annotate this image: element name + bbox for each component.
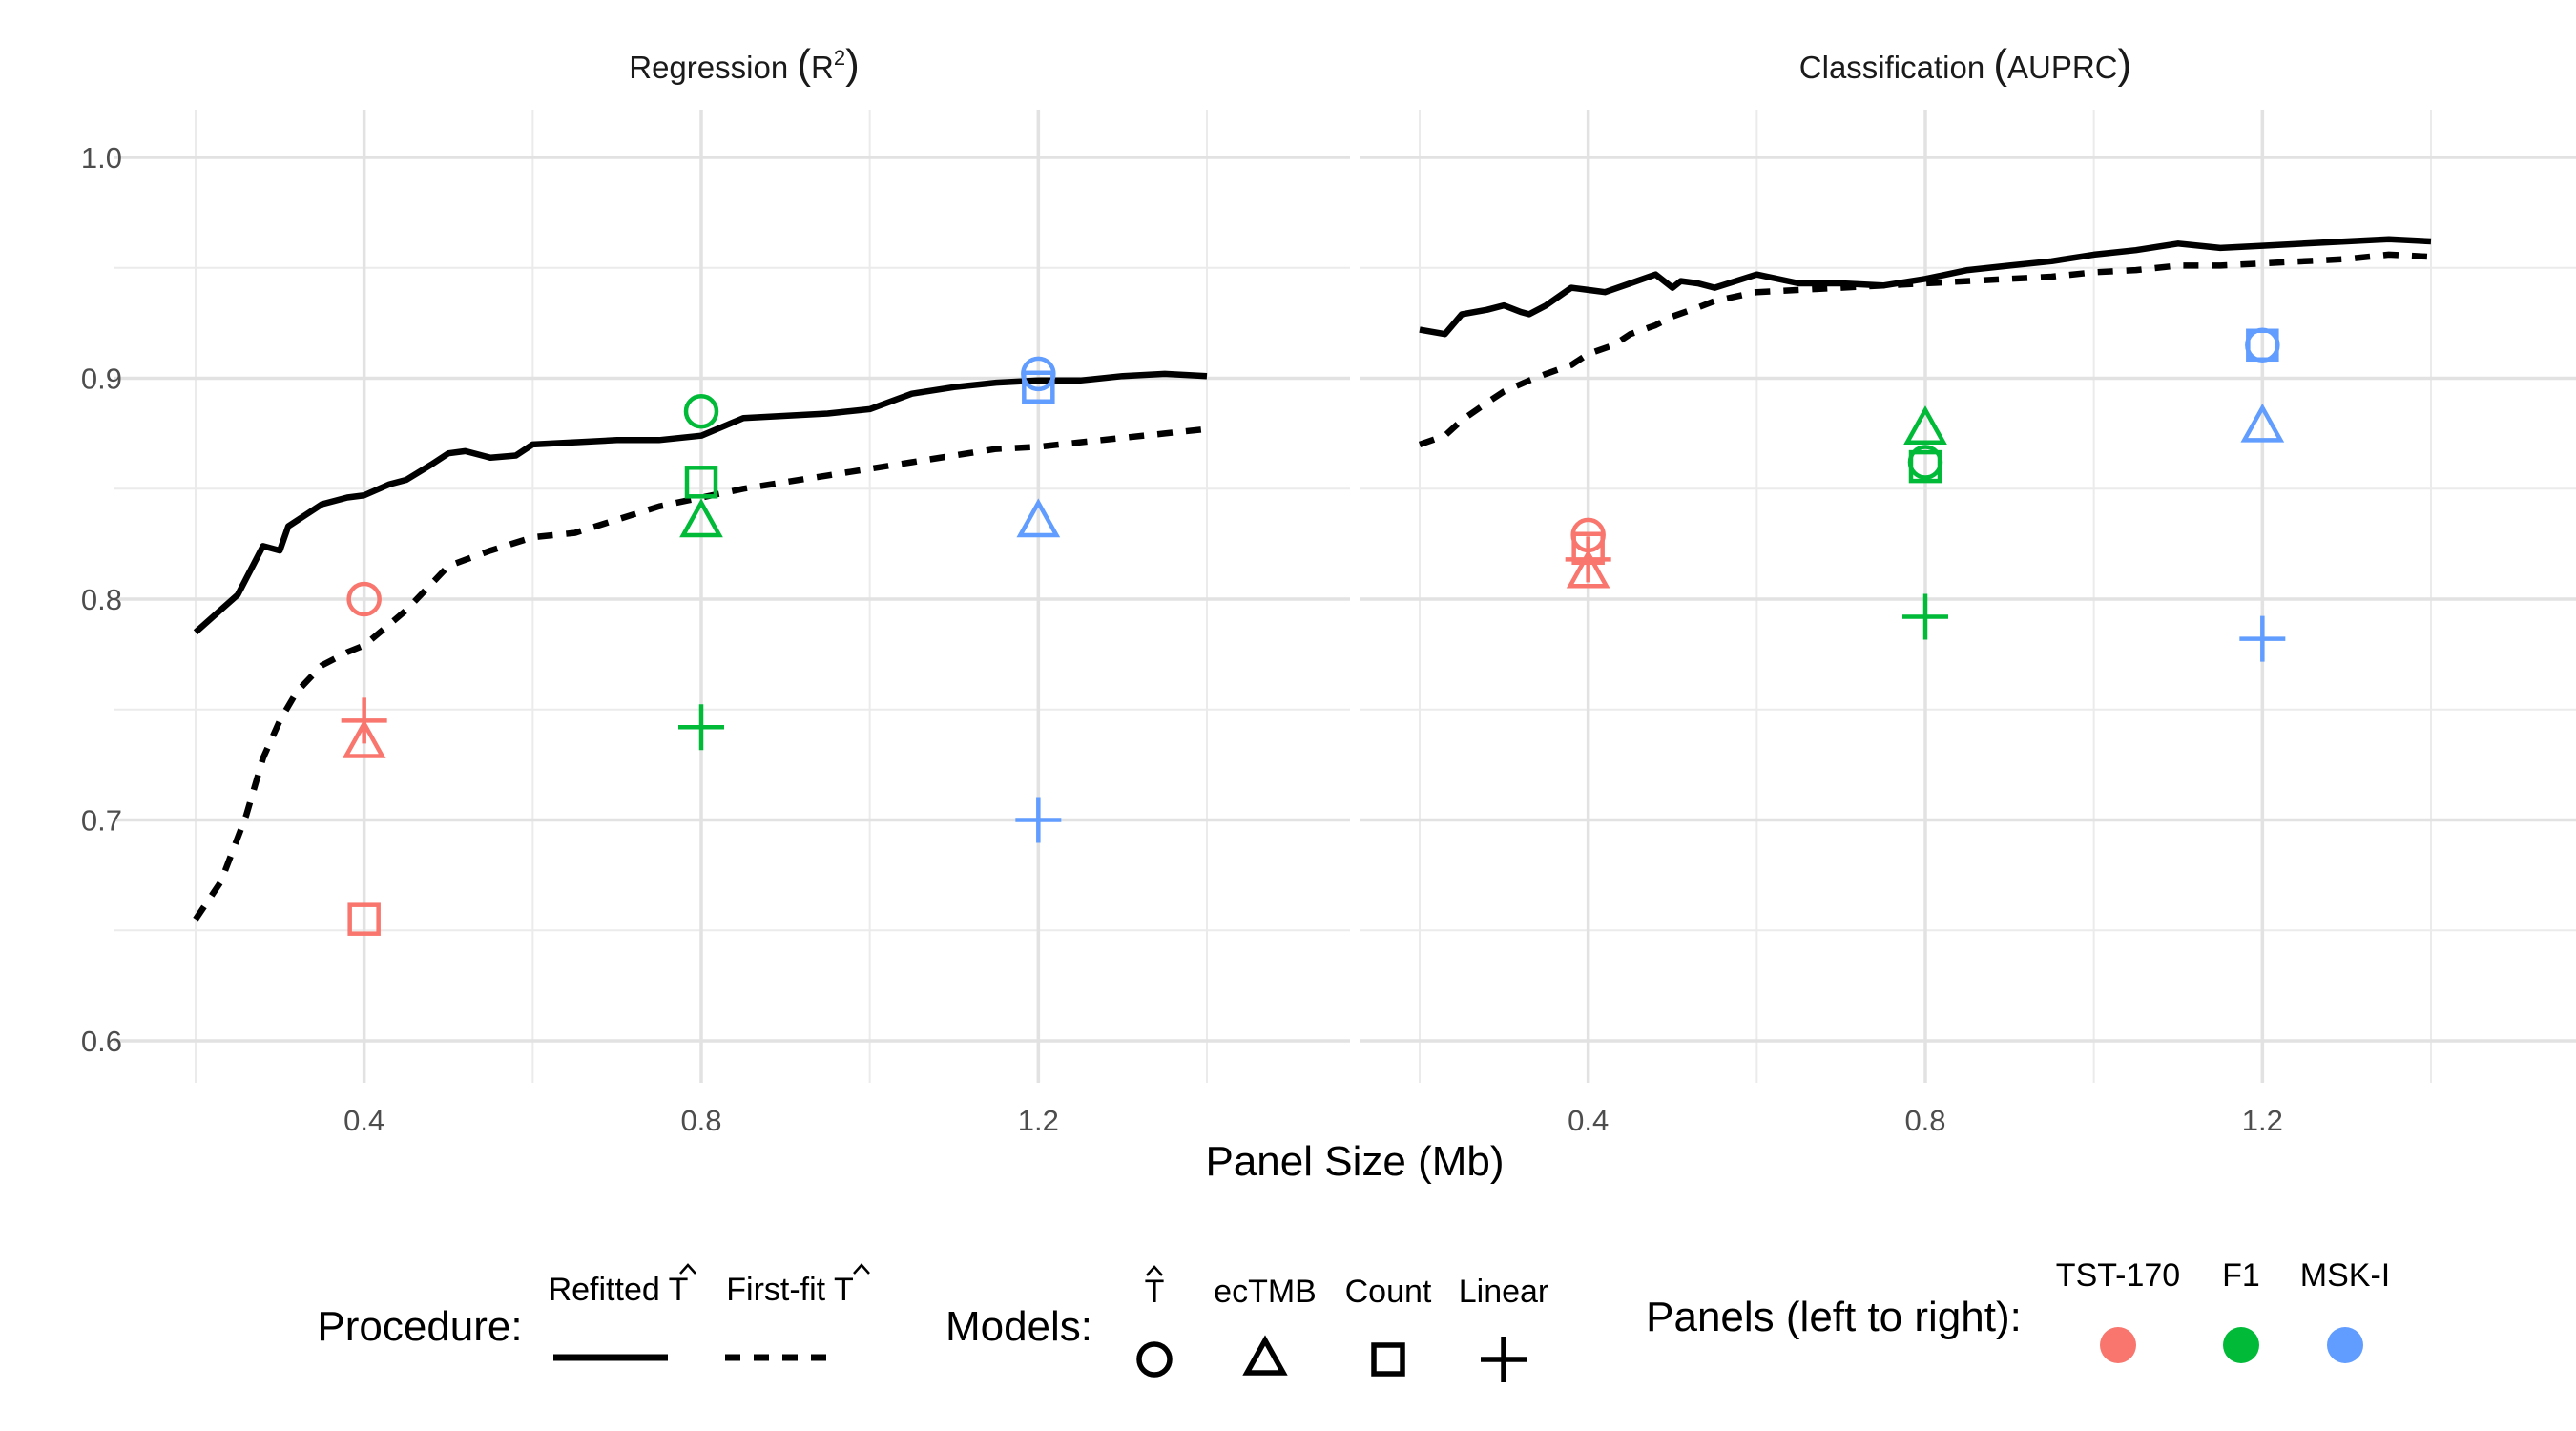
legend-panel-label: TST-170 [2056, 1257, 2180, 1294]
y-axis: 0.6 0.7 0.8 0.9 1.0 [81, 141, 122, 1058]
facet-title-superscript: 2 [834, 46, 845, 70]
paren-close: ) [2118, 41, 2132, 88]
x-tick-label: 0.8 [680, 1104, 721, 1137]
points [341, 356, 1062, 936]
legend-panels-title: Panels (left to right): [1646, 1294, 2022, 1340]
paren-open: ( [797, 41, 811, 88]
point-tst-170-linear [1565, 536, 1611, 583]
legend-panel-swatch-msk-i [2327, 1327, 2363, 1363]
facet-title-metric: AUPRC [2007, 50, 2118, 85]
series-lines [1418, 236, 2432, 447]
legend-panel-swatch-f1 [2223, 1327, 2259, 1363]
facet-regression: Regression (R2) 0.6 0.7 0.8 0.9 1.0 0.4 0.8 1.2 [81, 41, 1350, 1137]
legend-models-title: Models: [945, 1303, 1092, 1350]
facet-title-metric: R [811, 50, 834, 85]
series-line-first-fit [1418, 251, 2432, 447]
point-msk-i-ectmb [1016, 498, 1061, 538]
point-f1-linear [1902, 593, 1948, 640]
y-tick-label: 0.7 [81, 804, 122, 838]
legend-procedure-label: Refitted T [549, 1272, 689, 1308]
series-line-first-fit [193, 425, 1208, 922]
x-axis-label: Panel Size (Mb) [1205, 1138, 1504, 1185]
legend-model-square-icon [1371, 1342, 1405, 1377]
facet-classification: Classification (AUPRC) 0.4 0.8 1.2 [1360, 41, 2576, 1137]
point-f1-count [684, 466, 718, 499]
legend-model-plus-icon [1481, 1337, 1527, 1382]
legend-panel-label: MSK-I [2300, 1257, 2390, 1294]
y-tick-label: 0.8 [81, 583, 122, 616]
point-f1-ectmb [679, 498, 723, 538]
facet-title-text: Regression (R2) [629, 41, 860, 88]
legend-procedure-name: Refitted [549, 1272, 669, 1308]
y-tick-label: 0.6 [81, 1025, 122, 1058]
point-msk-i-linear [1015, 797, 1062, 843]
facet-title-text: Classification (AUPRC) [1799, 41, 2131, 88]
point-msk-i-count [1022, 370, 1055, 404]
legend-model-label: ecTMB [1214, 1274, 1317, 1310]
legend-model-label: Linear [1459, 1274, 1549, 1310]
facet-title: Classification (AUPRC) [1799, 41, 2131, 88]
point-msk-i-count [2246, 328, 2279, 363]
point-tst-170-count [347, 902, 381, 936]
legend-hat-icon [679, 1263, 696, 1275]
paren-open: ( [1993, 41, 2007, 88]
points [1565, 327, 2286, 662]
series-line-refitted [1419, 236, 2432, 338]
series-line-refitted [193, 370, 1208, 635]
legend-model-circle-icon [1136, 1341, 1173, 1378]
point-f1-linear [678, 704, 724, 751]
legend-procedure-symbol: T [834, 1272, 854, 1308]
x-axis: 0.4 0.8 1.2 [1568, 1104, 2283, 1137]
x-tick-label: 0.4 [1568, 1104, 1609, 1137]
series-lines [193, 370, 1208, 922]
point-tst-170-linear [341, 697, 387, 744]
point-tst-170-t-hat [346, 581, 382, 617]
facet-title-main: Classification [1799, 50, 1994, 85]
y-tick-label: 0.9 [81, 363, 122, 396]
point-msk-i-linear [2239, 615, 2286, 662]
point-tst-170-ectmb [1566, 549, 1610, 589]
legend-hat-icon [853, 1263, 870, 1275]
legend-panel-swatch-tst-170 [2100, 1327, 2136, 1363]
point-tst-170-ectmb [342, 718, 386, 758]
paren-close: ) [845, 41, 860, 88]
x-tick-label: 0.8 [1904, 1104, 1945, 1137]
legend-model-triangle-icon [1242, 1335, 1288, 1376]
x-tick-label: 1.2 [1018, 1104, 1059, 1137]
legend-procedure-name: First-fit [726, 1272, 834, 1308]
legend-model-label: T [1145, 1274, 1165, 1310]
point-msk-i-ectmb [2240, 403, 2285, 443]
point-f1-count [1908, 449, 1942, 484]
legend-procedure-label: First-fit T [726, 1272, 853, 1308]
legend-panel-label: F1 [2222, 1257, 2260, 1294]
facet-title-main: Regression [629, 50, 797, 85]
x-axis: 0.4 0.8 1.2 [343, 1104, 1059, 1137]
legend-procedure-symbol: T [669, 1272, 689, 1308]
legend-model-label: Count [1345, 1274, 1432, 1310]
x-tick-label: 0.4 [343, 1104, 384, 1137]
legend-hat-icon [1146, 1265, 1163, 1276]
y-tick-label: 1.0 [81, 141, 122, 175]
point-f1-ectmb [1903, 405, 1947, 445]
point-f1-t-hat [683, 393, 719, 429]
gridlines [114, 110, 1350, 1083]
facet-title: Regression (R2) [629, 41, 860, 88]
legend-procedure-title: Procedure: [317, 1303, 522, 1350]
x-tick-label: 1.2 [2242, 1104, 2283, 1137]
